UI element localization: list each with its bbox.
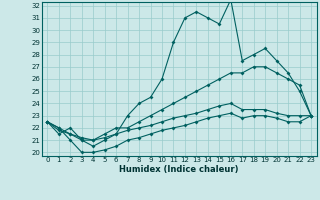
X-axis label: Humidex (Indice chaleur): Humidex (Indice chaleur) (119, 165, 239, 174)
